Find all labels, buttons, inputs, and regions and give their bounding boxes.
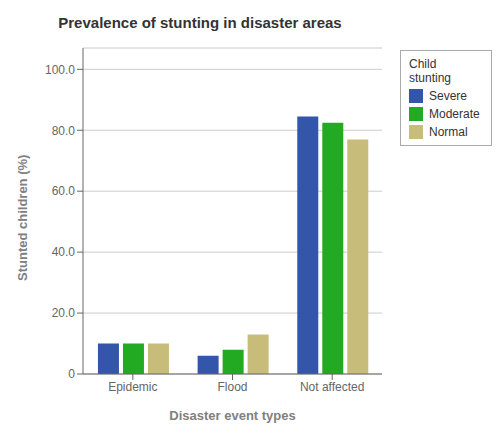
svg-text:0: 0 — [68, 367, 75, 381]
html-text:Moderate: Moderate — [429, 107, 480, 121]
svg-text:40.0: 40.0 — [52, 245, 76, 259]
html-text:Severe: Severe — [429, 89, 467, 103]
svg-text:Flood: Flood — [217, 380, 247, 394]
html-text:stunting: stunting — [409, 71, 451, 85]
svg-text:Epidemic: Epidemic — [108, 380, 157, 394]
html-text:Child: Child — [409, 57, 437, 71]
svg-text:20.0: 20.0 — [52, 306, 76, 320]
svg-text:80.0: 80.0 — [52, 124, 76, 138]
svg-text:Not affected: Not affected — [300, 380, 365, 394]
html-text:Prevalence of stunting in disa: Prevalence of stunting in disaster areas — [58, 14, 342, 31]
html-text:Normal: Normal — [429, 125, 468, 139]
svg-text:Disaster event types: Disaster event types — [169, 408, 295, 423]
svg-text:60.0: 60.0 — [52, 184, 76, 198]
svg-text:Stunted children (%): Stunted children (%) — [15, 155, 30, 281]
svg-text:100.0: 100.0 — [45, 63, 75, 77]
